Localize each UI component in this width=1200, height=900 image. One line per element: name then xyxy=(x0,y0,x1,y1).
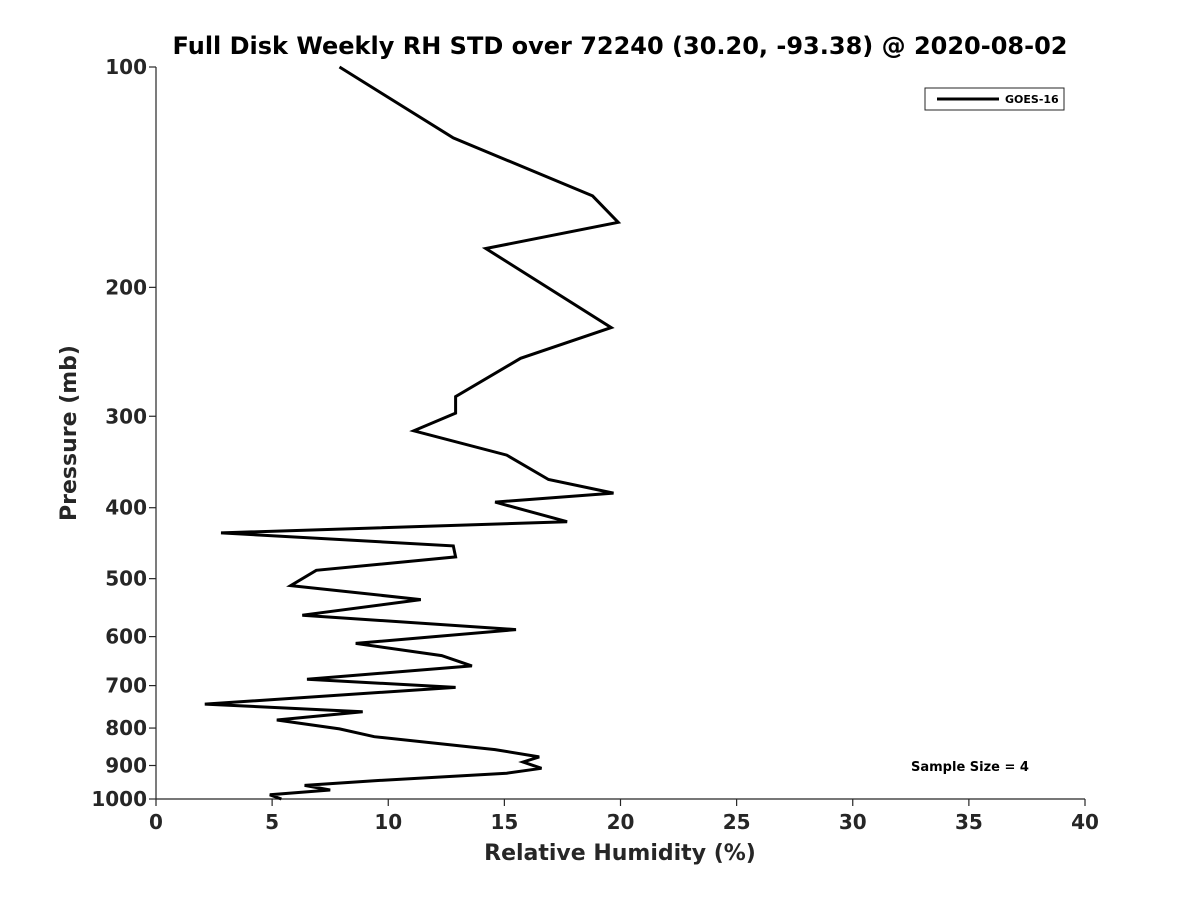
y-tick-label: 100 xyxy=(105,55,147,79)
y-tick-label: 500 xyxy=(105,567,147,591)
y-tick-label: 400 xyxy=(105,496,147,520)
y-tick-label: 300 xyxy=(105,404,147,428)
x-tick-label: 0 xyxy=(149,810,163,834)
series-layer xyxy=(204,65,622,801)
legend: GOES-16 xyxy=(924,87,1065,111)
y-tick-label: 600 xyxy=(105,625,147,649)
x-tick-label: 30 xyxy=(839,810,867,834)
x-tick-label: 10 xyxy=(374,810,402,834)
chart-title: Full Disk Weekly RH STD over 72240 (30.2… xyxy=(173,32,1068,60)
x-tick-label: 20 xyxy=(607,810,635,834)
x-tick-label: 35 xyxy=(955,810,983,834)
y-axis-label: Pressure (mb) xyxy=(57,345,82,521)
x-tick-label: 15 xyxy=(490,810,518,834)
x-tick-label: 5 xyxy=(265,810,279,834)
x-ticks: 0 5 10 15 20 25 30 35 40 xyxy=(149,799,1099,834)
legend-label-goes-16: GOES-16 xyxy=(1005,93,1059,106)
y-tick-label: 900 xyxy=(105,754,147,778)
series-line-goes-16 xyxy=(204,65,622,801)
plot-area xyxy=(155,67,1085,800)
y-ticks: 100 200 300 400 500 600 700 800 900 1000 xyxy=(91,55,156,811)
x-tick-label: 40 xyxy=(1071,810,1099,834)
y-tick-label: 800 xyxy=(105,716,147,740)
y-tick-label: 1000 xyxy=(91,787,147,811)
x-tick-label: 25 xyxy=(723,810,751,834)
x-axis-label: Relative Humidity (%) xyxy=(484,841,756,866)
y-tick-label: 700 xyxy=(105,674,147,698)
y-tick-label: 200 xyxy=(105,275,147,299)
sample-size-annotation: Sample Size = 4 xyxy=(911,760,1029,775)
